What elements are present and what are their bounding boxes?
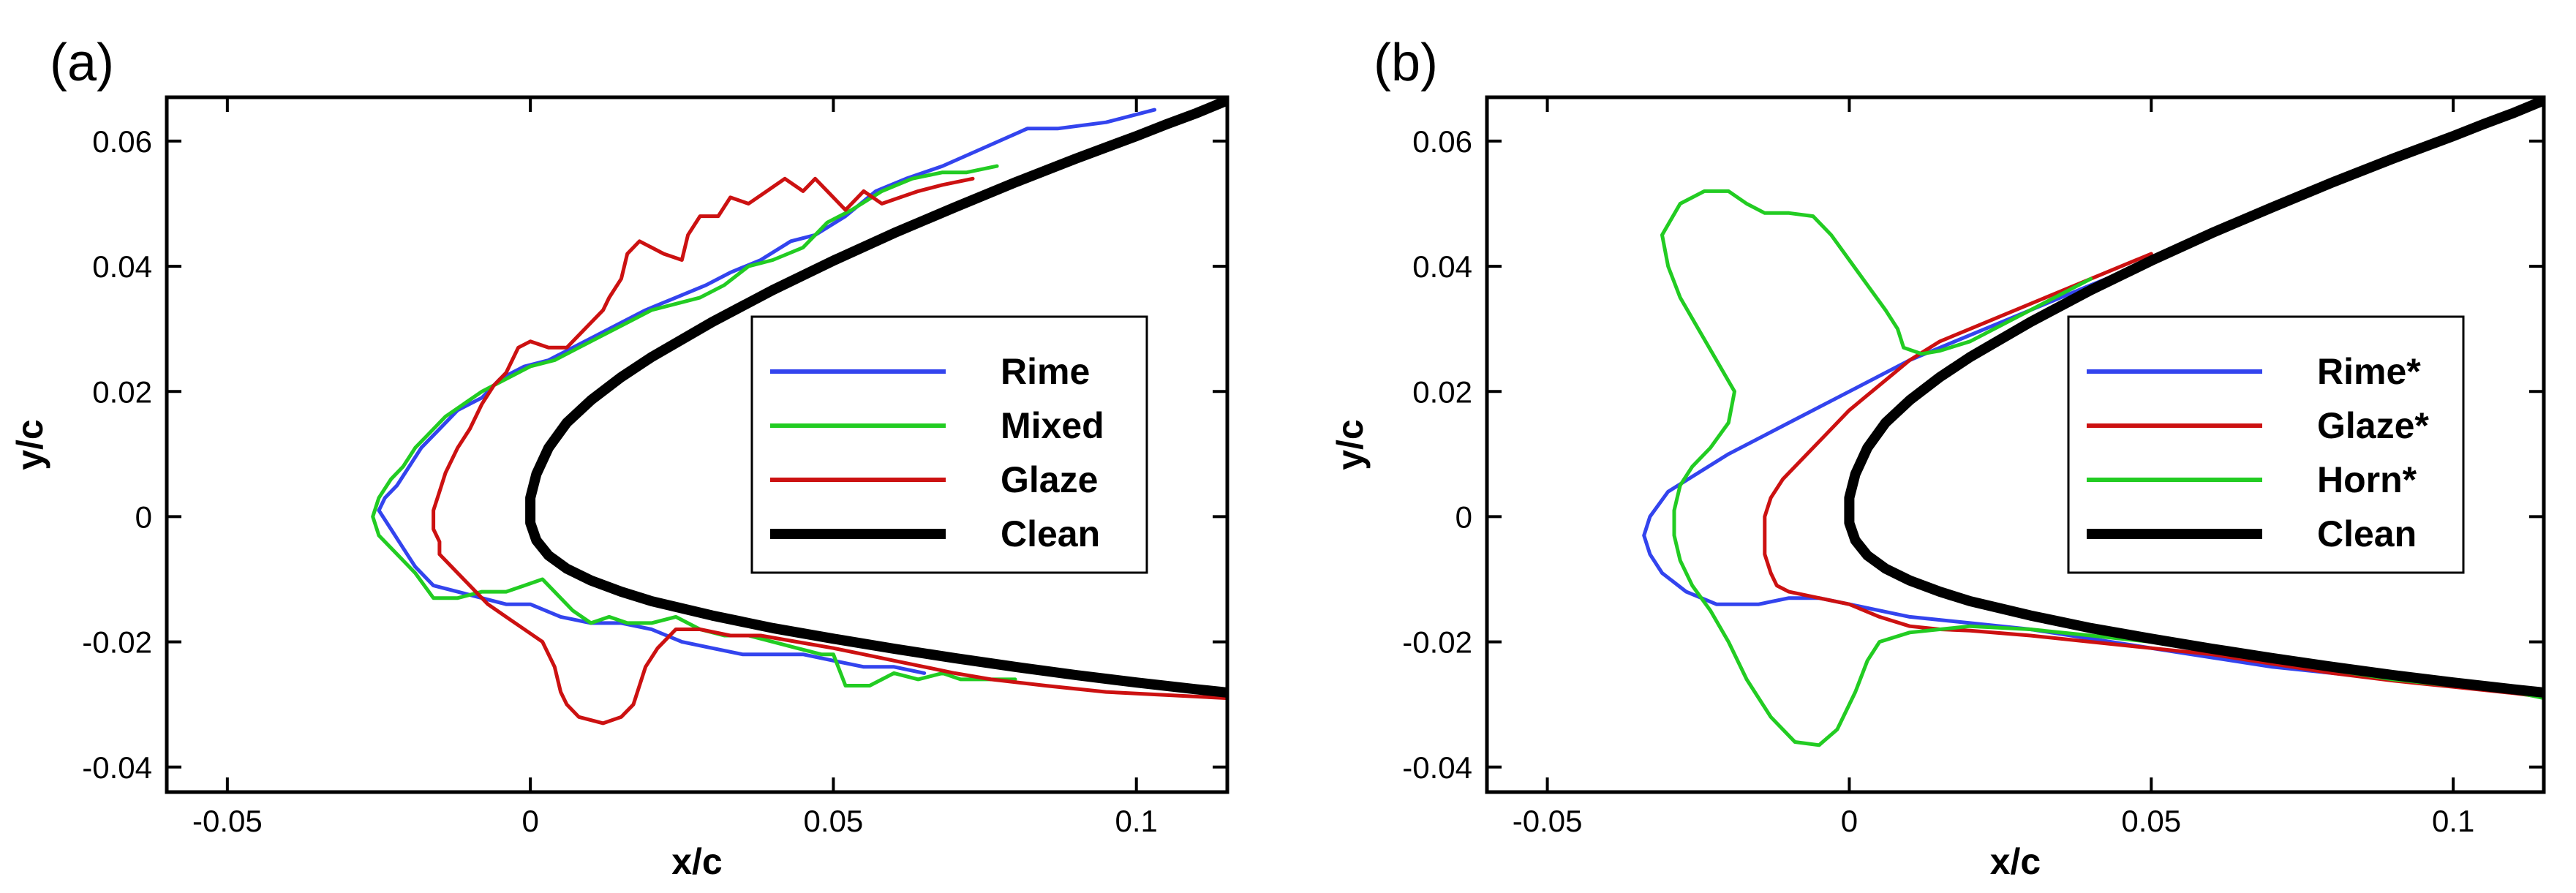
y-tick-label: 0.04 bbox=[1412, 249, 1472, 284]
panel-label: (a) bbox=[50, 34, 114, 92]
x-tick-label: -0.05 bbox=[1513, 804, 1583, 838]
series-line-glaze-star bbox=[1763, 252, 2544, 699]
x-tick-label: 0.1 bbox=[1115, 804, 1158, 838]
legend: Rime* Glaze* Horn* Clean bbox=[2067, 315, 2465, 574]
x-tick-label: 0.05 bbox=[804, 804, 864, 838]
series-line-rime bbox=[377, 108, 1157, 675]
series-line-mixed bbox=[371, 164, 1017, 687]
y-tick-label: -0.04 bbox=[1402, 750, 1472, 785]
series-line-horn-star bbox=[1660, 189, 2544, 747]
series-group bbox=[1642, 97, 2544, 747]
chart-panel-b: -0.05 0 0.05 0.1 -0.04 -0.02 0 0.02 0.04 0.06 x/c y… bbox=[1330, 34, 2546, 882]
x-tick-label: -0.05 bbox=[192, 804, 263, 838]
legend: Rime Mixed Glaze Clean bbox=[750, 315, 1148, 574]
series-line-clean bbox=[525, 97, 1227, 698]
x-tick-label: 0.1 bbox=[2432, 804, 2474, 838]
legend-label: Horn* bbox=[2317, 459, 2417, 500]
y-tick-label: 0 bbox=[135, 500, 152, 534]
y-tick-label: 0.02 bbox=[1412, 374, 1472, 409]
y-tick-label: -0.02 bbox=[1402, 625, 1472, 660]
plot-frame bbox=[1485, 95, 2546, 794]
y-tick-label: 0 bbox=[1455, 500, 1472, 534]
series-line-rime-star bbox=[1642, 258, 2544, 697]
y-tick-label: 0.06 bbox=[1412, 124, 1472, 159]
legend-label: Clean bbox=[1001, 513, 1100, 554]
legend-label: Clean bbox=[2317, 513, 2417, 554]
series-group bbox=[371, 97, 1227, 726]
panel-label: (b) bbox=[1374, 34, 1438, 92]
chart-panel-a: -0.05 0 0.05 0.1 -0.04 -0.02 0 0.02 0.04 0.06 x/c y… bbox=[10, 34, 1229, 882]
x-tick-label: 0 bbox=[521, 804, 538, 838]
y-axis-title: y/c bbox=[10, 419, 50, 470]
x-axis-title: x/c bbox=[1990, 841, 2041, 882]
series-line-clean bbox=[1844, 97, 2544, 698]
x-tick-label: 0.05 bbox=[2121, 804, 2181, 838]
legend-label: Glaze* bbox=[2317, 405, 2429, 446]
series-line-glaze bbox=[432, 176, 1227, 726]
plot-frame bbox=[165, 95, 1229, 794]
legend-label: Rime* bbox=[2317, 351, 2421, 392]
y-tick-label: -0.04 bbox=[82, 750, 152, 785]
y-tick-label: 0.02 bbox=[92, 374, 152, 409]
y-tick-label: 0.06 bbox=[92, 124, 152, 159]
y-axis-title: y/c bbox=[1330, 419, 1371, 470]
legend-label: Mixed bbox=[1001, 405, 1104, 446]
legend-label: Rime bbox=[1001, 351, 1090, 392]
y-tick-label: 0.04 bbox=[92, 249, 152, 284]
x-axis-title: x/c bbox=[671, 841, 723, 882]
y-tick-label: -0.02 bbox=[82, 625, 152, 660]
x-tick-label: 0 bbox=[1841, 804, 1858, 838]
legend-label: Glaze bbox=[1001, 459, 1098, 500]
